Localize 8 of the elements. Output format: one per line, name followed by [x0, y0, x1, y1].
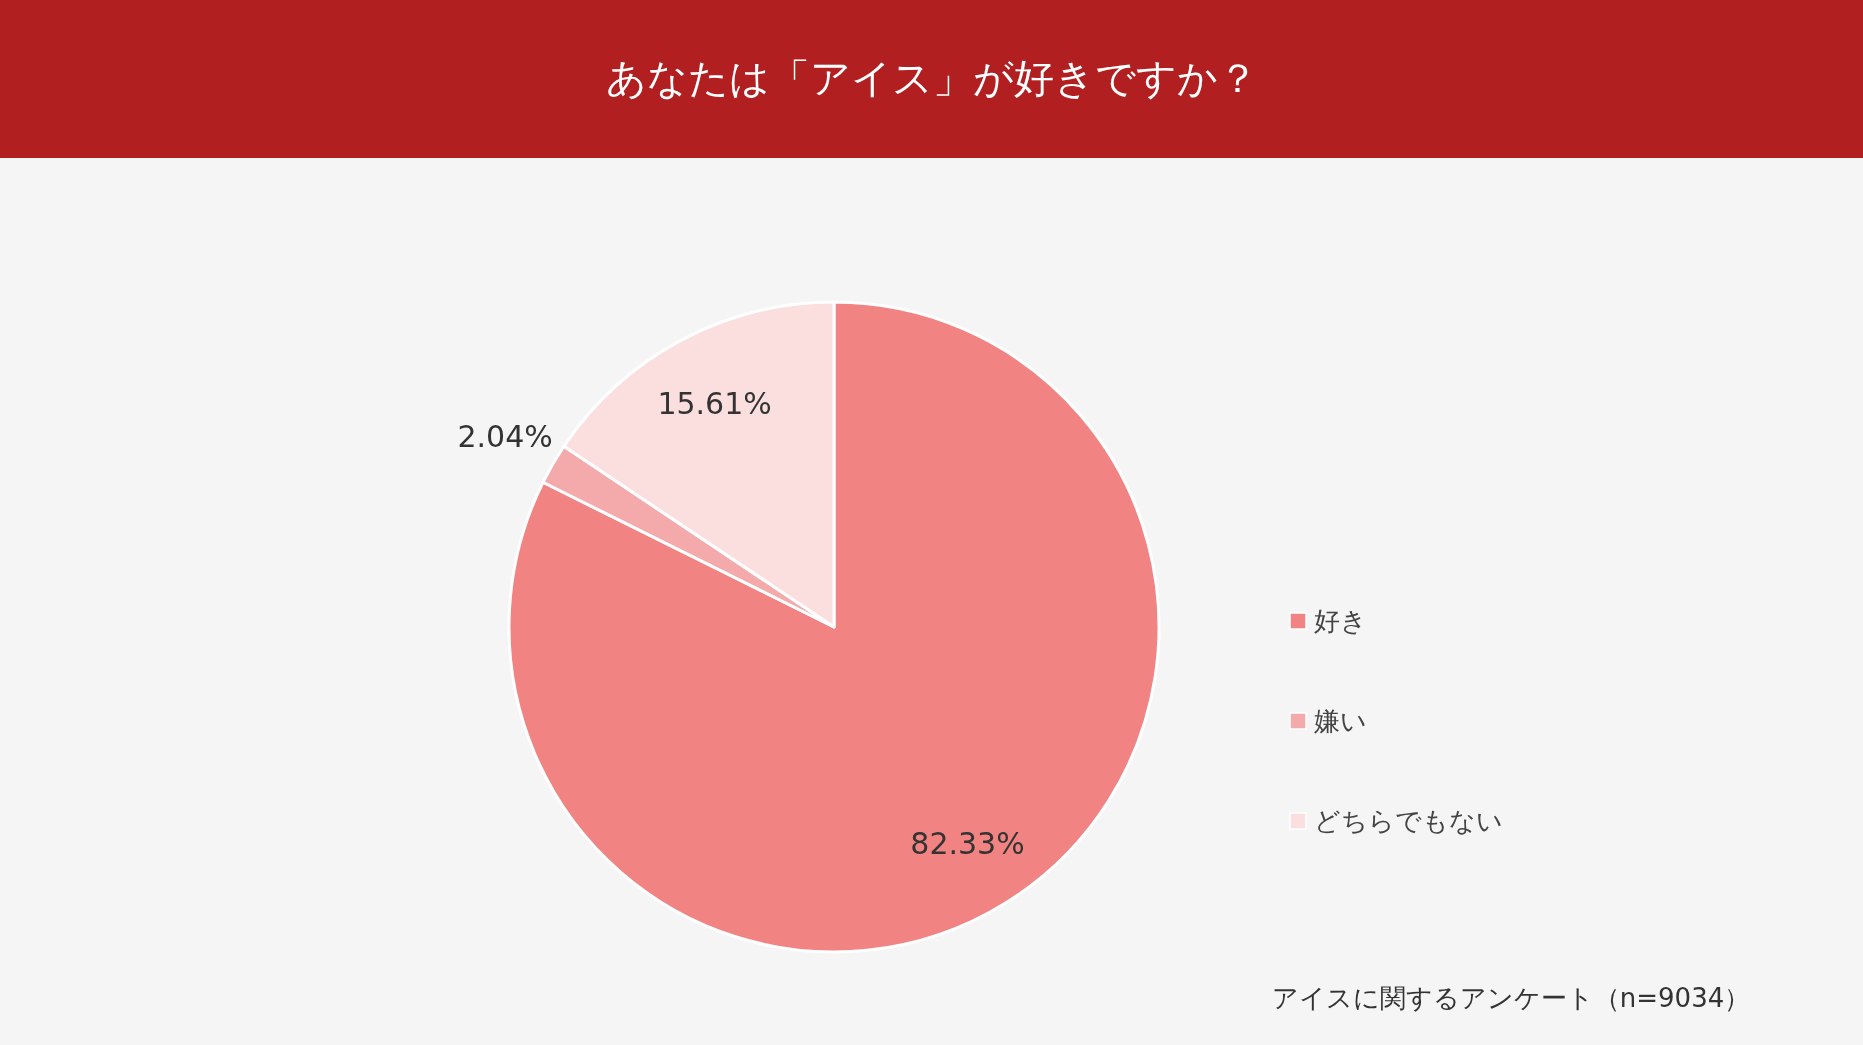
legend-label: どちらでもない [1314, 806, 1503, 836]
chart-title: あなたは「アイス」が好きですか？ [605, 55, 1258, 101]
legend-label: 嫌い [1314, 706, 1367, 736]
data-label: 2.04% [457, 419, 553, 455]
text: アイスに関するアンケート（n=9034） [1271, 983, 1751, 1013]
data-label: 82.33% [910, 825, 1025, 861]
legend-label: 好き [1314, 606, 1367, 636]
data-label: 15.61% [657, 386, 772, 422]
